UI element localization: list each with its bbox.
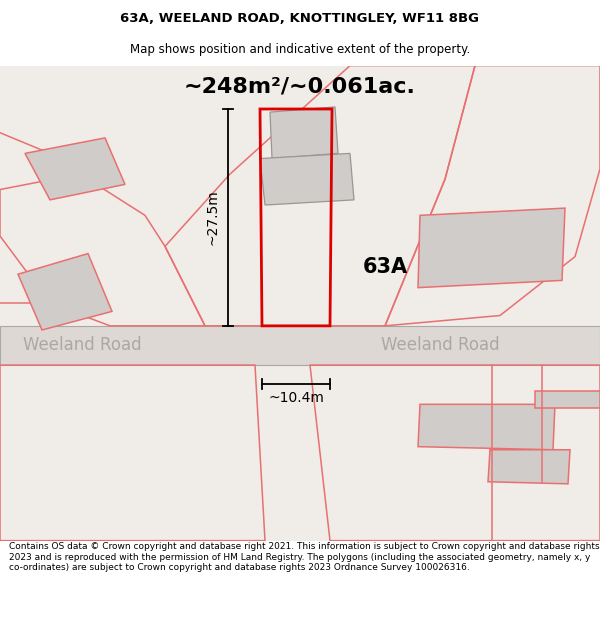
Polygon shape [418, 404, 555, 450]
Text: ~27.5m: ~27.5m [206, 189, 220, 245]
Text: Weeland Road: Weeland Road [23, 336, 142, 354]
Text: Map shows position and indicative extent of the property.: Map shows position and indicative extent… [130, 42, 470, 56]
Text: 63A: 63A [362, 257, 407, 277]
Polygon shape [535, 391, 600, 409]
Polygon shape [0, 326, 600, 365]
Polygon shape [418, 208, 565, 288]
Text: Weeland Road: Weeland Road [380, 336, 499, 354]
Polygon shape [488, 450, 570, 484]
Text: Contains OS data © Crown copyright and database right 2021. This information is : Contains OS data © Crown copyright and d… [9, 542, 599, 572]
Polygon shape [25, 138, 125, 200]
Polygon shape [270, 107, 338, 159]
Text: 63A, WEELAND ROAD, KNOTTINGLEY, WF11 8BG: 63A, WEELAND ROAD, KNOTTINGLEY, WF11 8BG [121, 12, 479, 25]
Polygon shape [0, 66, 600, 541]
Text: ~10.4m: ~10.4m [268, 391, 324, 405]
Polygon shape [260, 153, 354, 205]
Text: ~248m²/~0.061ac.: ~248m²/~0.061ac. [184, 76, 416, 96]
Polygon shape [18, 254, 112, 330]
